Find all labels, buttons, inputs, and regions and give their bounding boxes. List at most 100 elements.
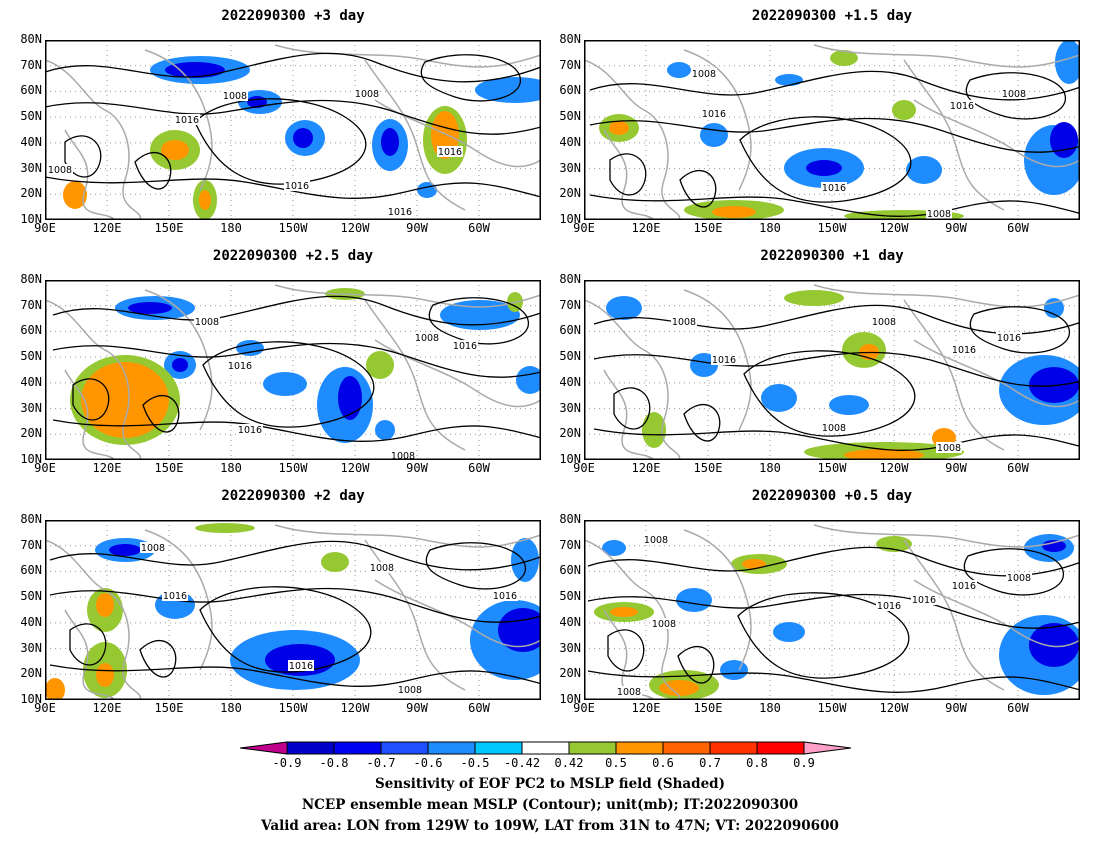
lon-tick-label: 90E bbox=[573, 461, 595, 475]
footer-line-2: NCEP ensemble mean MSLP (Contour); unit(… bbox=[301, 797, 799, 813]
contour-label: 1008 bbox=[391, 451, 415, 460]
lat-tick-label: 30N bbox=[20, 640, 42, 655]
contour-label: 1016 bbox=[952, 345, 976, 356]
contour-label: 1008 bbox=[652, 619, 676, 630]
coastline bbox=[683, 289, 752, 431]
contour-label: 1016 bbox=[702, 109, 726, 120]
lat-tick-label: 30N bbox=[559, 640, 581, 655]
contour-label: 1008 bbox=[672, 317, 696, 328]
sensitivity-shading bbox=[773, 622, 805, 642]
sensitivity-shading bbox=[263, 372, 307, 396]
contour-label: 1008 bbox=[415, 333, 439, 344]
mslp-contour bbox=[199, 586, 372, 673]
coastline bbox=[374, 579, 541, 648]
lat-tick-label: 60N bbox=[20, 83, 42, 98]
panel-title: 2022090300 +1.5 day bbox=[751, 8, 913, 24]
sensitivity-shading bbox=[642, 412, 666, 448]
mslp-contour bbox=[677, 645, 715, 684]
contour-label: 1008 bbox=[48, 165, 72, 176]
mslp-contour bbox=[69, 623, 107, 666]
lat-tick-label: 80N bbox=[559, 512, 581, 526]
sensitivity-shading bbox=[906, 156, 942, 184]
sensitivity-shading bbox=[761, 384, 797, 412]
plot-frame bbox=[584, 280, 1080, 460]
contour-label-bg bbox=[691, 68, 717, 79]
lat-tick-label: 80N bbox=[20, 32, 42, 46]
lon-tick-label: 120W bbox=[340, 701, 370, 715]
lat-tick-label: 60N bbox=[559, 563, 581, 578]
lat-tick-label: 70N bbox=[559, 297, 581, 312]
lon-tick-label: 90W bbox=[406, 461, 428, 475]
sensitivity-shading bbox=[806, 160, 842, 176]
map-plot: 1008 1008 1016 1016 1016 1016 1008 bbox=[45, 40, 541, 220]
contour-label: 1016 bbox=[822, 183, 846, 194]
contour-label: 1008 bbox=[370, 563, 394, 574]
mslp-contour bbox=[683, 403, 721, 442]
lat-tick-label: 70N bbox=[559, 57, 581, 72]
mslp-contour bbox=[609, 153, 647, 196]
contour-label: 1016 bbox=[238, 425, 262, 436]
lat-tick-label: 50N bbox=[20, 349, 42, 364]
lat-tick-label: 80N bbox=[20, 512, 42, 526]
mslp-contour bbox=[969, 306, 1070, 354]
lat-tick-label: 10N bbox=[20, 452, 42, 466]
coastline bbox=[603, 129, 655, 220]
contour-label-bg bbox=[390, 450, 416, 460]
colorbar-segment bbox=[427, 741, 476, 755]
map-plot: 1008 1008 1016 1016 1016 1008 bbox=[45, 280, 541, 460]
colorbar-segment bbox=[662, 741, 711, 755]
contour-label-bg bbox=[949, 100, 975, 111]
sensitivity-shading bbox=[784, 290, 844, 306]
lat-tick-label: 50N bbox=[20, 109, 42, 124]
contour-label: 1016 bbox=[175, 115, 199, 126]
sensitivity-shading bbox=[1055, 40, 1080, 84]
mslp-contour bbox=[679, 169, 717, 208]
contour-label: 1016 bbox=[285, 181, 309, 192]
contour-label-bg bbox=[1006, 572, 1032, 583]
mslp-contour bbox=[589, 117, 1080, 153]
colorbar-tick-label: 0.8 bbox=[746, 756, 768, 770]
footer-line-3: Valid area: LON from 129W to 109W, LAT f… bbox=[261, 818, 839, 834]
sensitivity-shading bbox=[1029, 623, 1079, 667]
sensitivity-shading bbox=[659, 680, 699, 696]
mslp-contour bbox=[739, 116, 912, 203]
lon-tick-label: 90E bbox=[573, 701, 595, 715]
contour-label-bg bbox=[437, 146, 463, 157]
lat-tick-label: 20N bbox=[559, 426, 581, 441]
sensitivity-shading bbox=[366, 351, 394, 379]
sensitivity-shading bbox=[700, 123, 728, 147]
contour-label: 1016 bbox=[163, 591, 187, 602]
contour-label-bg bbox=[951, 580, 977, 591]
coastline bbox=[683, 529, 752, 671]
lat-tick-label: 20N bbox=[20, 666, 42, 681]
sensitivity-shading bbox=[128, 302, 172, 314]
coastline bbox=[903, 59, 1005, 211]
contour-label-bg bbox=[671, 316, 697, 327]
contour-label: 1016 bbox=[453, 341, 477, 352]
colorbar-tick-label: 0.9 bbox=[793, 756, 815, 770]
contour-label-bg bbox=[397, 684, 423, 695]
sensitivity-shading bbox=[96, 593, 114, 617]
map-plot: 1008 1008 1016 1016 1016 1008 1008 bbox=[584, 520, 1080, 700]
sensitivity-shading bbox=[676, 588, 712, 612]
lon-tick-label: 90E bbox=[34, 221, 56, 235]
contour-label-bg bbox=[237, 424, 263, 435]
lon-tick-label: 150W bbox=[278, 461, 308, 475]
lon-tick-label: 180 bbox=[220, 461, 242, 475]
sensitivity-shading bbox=[321, 552, 349, 572]
contour-label-bg bbox=[222, 90, 248, 101]
lat-tick-label: 10N bbox=[20, 692, 42, 706]
contour-label-bg bbox=[876, 600, 902, 611]
contour-label: 1008 bbox=[937, 443, 961, 454]
map-plot: 1008 1008 1016 1016 1016 1008 bbox=[584, 40, 1080, 220]
lon-tick-label: 120E bbox=[631, 221, 661, 235]
contour-label-bg bbox=[369, 562, 395, 573]
coastline bbox=[584, 539, 681, 700]
contour-label: 1016 bbox=[877, 601, 901, 612]
coastline bbox=[364, 299, 466, 451]
contour-label-bg bbox=[871, 316, 897, 327]
lat-tick-label: 20N bbox=[559, 666, 581, 681]
plot-frame bbox=[45, 520, 541, 700]
lon-tick-label: 120W bbox=[879, 461, 909, 475]
coastline bbox=[364, 59, 466, 211]
